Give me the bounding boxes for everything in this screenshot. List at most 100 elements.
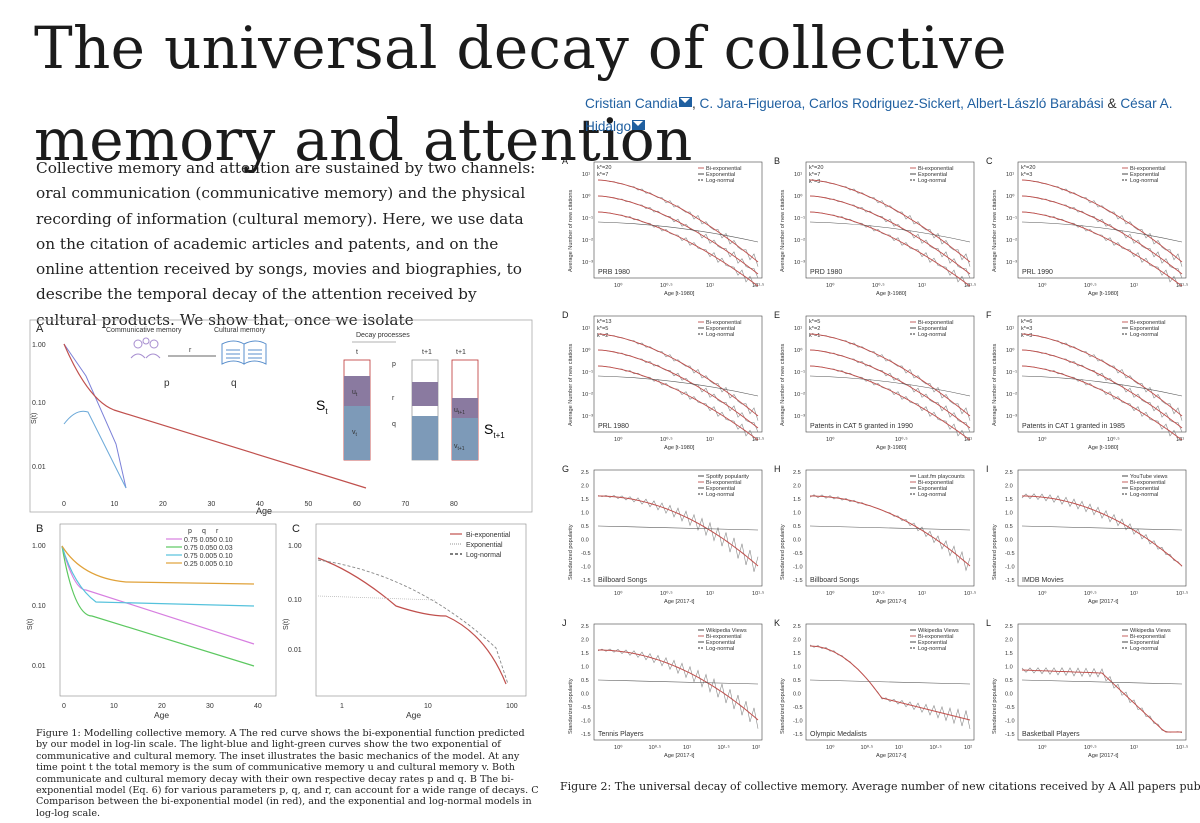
xtick: 10¹	[918, 283, 926, 289]
mail-icon[interactable]	[678, 97, 692, 107]
subplot-label: I	[986, 464, 989, 474]
xtick: 70	[402, 501, 410, 508]
ytick: -0.5	[793, 705, 803, 711]
xtick: 1	[340, 703, 344, 710]
figure-2: A Average Number of new citations 10⁰ 10⁰·⁵…	[562, 156, 1188, 759]
subplot-frame	[805, 315, 975, 433]
xtick: 10⁰·⁵	[872, 590, 885, 597]
ytick: -0.5	[1005, 551, 1015, 557]
subplot-xlabel: Age [2017-t]	[664, 753, 695, 759]
curve-biexponential	[63, 343, 367, 489]
xtick: 40	[256, 501, 264, 508]
xtick: 10⁰·⁵	[1084, 744, 1097, 751]
subplot-name: Basketball Players	[1022, 731, 1080, 738]
xtick: 10⁰·⁵	[872, 282, 885, 289]
subplot-e: E Average Number of new citations 10⁰ 10⁰·⁵…	[774, 310, 975, 451]
panel-b-xticks: 0 10 20 30 40	[62, 703, 262, 710]
panel-b-curves	[61, 545, 255, 667]
subplot-i: I Standarized popularity 10⁰ 10⁰·⁵ 10¹ 10¹·⁵ A…	[986, 464, 1188, 605]
subplot-f: F Average Number of new citations 10⁰ 10⁰·⁵…	[986, 310, 1187, 451]
subplot-frame	[1017, 315, 1187, 433]
fit-curve	[809, 645, 971, 721]
panel-b-label: B	[36, 523, 43, 535]
legend-item: Bi-exponential	[706, 634, 741, 640]
ytick: 10⁻³	[582, 414, 593, 420]
exp-curve	[1021, 375, 1183, 397]
legend-item: Exponential	[1130, 326, 1159, 332]
subplot-xlabel: Age [t-1980]	[876, 291, 907, 297]
legend-item: Wikipedia Views	[1130, 628, 1171, 634]
k-label: k*=20	[1021, 165, 1035, 171]
ytick: 10⁰	[794, 347, 803, 354]
exp-curve	[1021, 679, 1183, 685]
xtick: 10¹	[683, 745, 691, 751]
fit-curve	[597, 211, 759, 287]
ytick: -0.5	[581, 551, 591, 557]
author-link-last[interactable]: César A. Hidalgo	[585, 96, 1173, 134]
ytick: 10⁻¹	[1006, 370, 1017, 376]
subplot-a: A Average Number of new citations 10⁰ 10⁰·⁵…	[562, 156, 764, 297]
ytick: -0.5	[793, 551, 803, 557]
subplot-xlabel: Age [t-1980]	[1088, 445, 1119, 451]
subplot-name: PRL 1980	[598, 423, 629, 430]
vt-label: vt	[352, 429, 358, 438]
legend-item: Bi-exponential	[706, 166, 741, 172]
ytick: 0.10	[32, 603, 46, 610]
fit-curve	[1021, 349, 1183, 429]
subplot-xlabel: Age [2017-t]	[876, 753, 907, 759]
author-link-1[interactable]: Cristian Candia	[585, 96, 678, 111]
ytick: 10⁻³	[794, 260, 805, 266]
model-inset: St St+1 t t+1 t+1 ut vt ut+1 vt+1 p r q	[316, 349, 505, 461]
k-label: k*=20	[809, 165, 823, 171]
st-label: St	[316, 397, 328, 416]
fit-curve	[1021, 333, 1183, 417]
legend-item: Log-normal	[466, 552, 502, 559]
mail-icon[interactable]	[632, 120, 646, 130]
legend-item: Bi-exponential	[706, 480, 741, 486]
xtick: 10⁰	[826, 436, 835, 443]
legend-item: Log-normal	[918, 492, 946, 498]
panel-b-xlabel: Age	[154, 710, 169, 720]
ytick: 2.0	[1005, 484, 1013, 490]
legend-item: Exponential	[706, 172, 735, 178]
subplot-ylabel: Standarized popularity	[568, 524, 574, 580]
xtick: 10¹·⁵	[752, 590, 764, 597]
xtick: 10¹·⁵	[930, 744, 942, 751]
author-link-others[interactable]: C. Jara-Figueroa, Carlos Rodriguez-Sicke…	[699, 96, 1104, 111]
legend-row: 0.75 0.050 0.03	[184, 545, 233, 552]
ytick: 10⁰	[582, 347, 591, 354]
inset-p: p	[392, 361, 396, 368]
xtick: 10	[111, 501, 119, 508]
legend-row: 0.75 0.005 0.10	[184, 553, 233, 560]
subplot-ylabel: Average Number of new citations	[568, 190, 574, 272]
legend-item: Bi-exponential	[918, 634, 953, 640]
k-label: k*=2	[597, 333, 608, 339]
ytick: -1.0	[1005, 719, 1015, 725]
ytick: 0.0	[793, 692, 801, 698]
legend-item: Exponential	[918, 326, 947, 332]
author-list: Cristian Candia, C. Jara-Figueroa, Carlo…	[585, 92, 1185, 138]
xtick: 80	[450, 501, 458, 508]
ytick: -1.0	[581, 565, 591, 571]
ytick: 10⁻¹	[582, 216, 593, 222]
data-series	[1021, 493, 1183, 567]
legend-item: Spotify popularity	[706, 474, 749, 480]
t-label: t	[356, 349, 358, 356]
subplot-xlabel: Age [2017-t]	[1088, 599, 1119, 605]
ytick: 1.5	[793, 497, 801, 503]
exp-curve	[597, 679, 759, 685]
ytick: 0.10	[32, 400, 46, 407]
xtick: 10⁰	[1038, 590, 1047, 597]
panel-a-yticks: 1.00 0.10 0.01	[32, 342, 46, 471]
legend-item: Log-normal	[706, 492, 734, 498]
panel-c-frame	[315, 523, 527, 697]
fit-curve	[809, 333, 971, 417]
subplot-b: B Average Number of new citations 10⁰ 10⁰·⁵…	[774, 156, 976, 297]
ytick: 10¹	[582, 326, 590, 332]
xtick: 20	[159, 501, 167, 508]
ytick: 10⁻²	[582, 392, 593, 398]
panel-a-frame	[29, 319, 533, 513]
ytick: 2.5	[793, 624, 801, 630]
ytick: 10⁻³	[794, 414, 805, 420]
xtick: 10¹·⁵	[718, 744, 730, 751]
